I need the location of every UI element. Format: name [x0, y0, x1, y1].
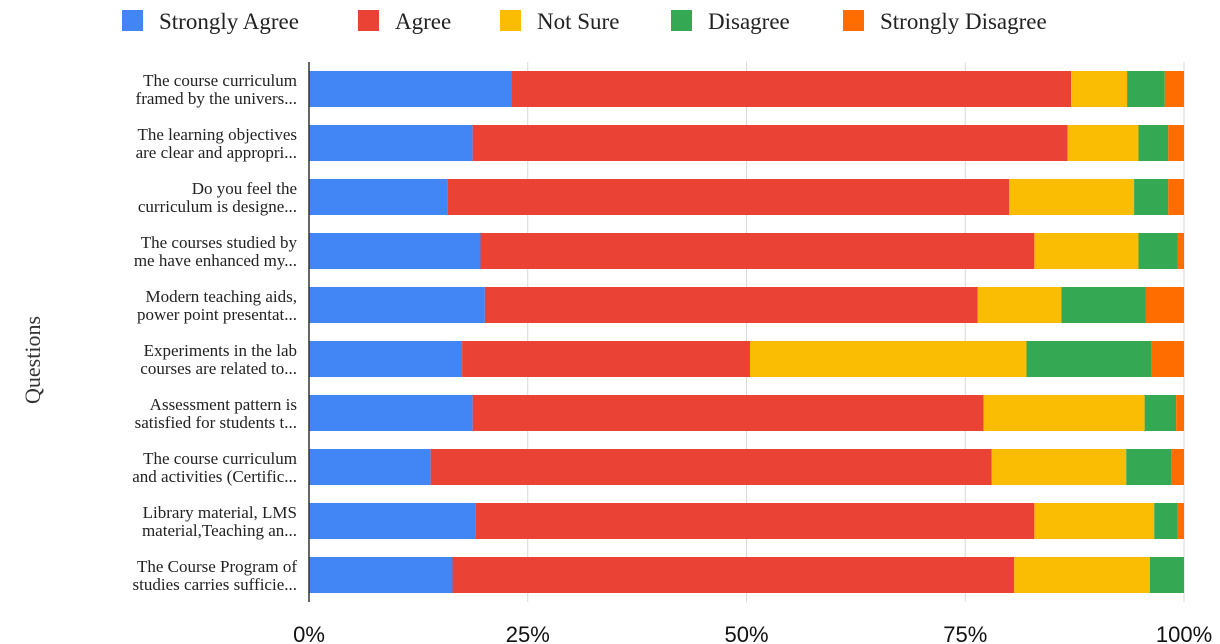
- legend-label: Agree: [395, 9, 451, 34]
- bar-segment: [1138, 125, 1169, 161]
- bar-segment: [1126, 449, 1172, 485]
- legend-swatch: [843, 10, 864, 31]
- bar-segment: [1145, 287, 1184, 323]
- bar-segment: [309, 125, 473, 161]
- x-tick-label: 25%: [506, 622, 550, 644]
- legend-label: Not Sure: [537, 9, 619, 34]
- bar-segment: [512, 71, 1072, 107]
- bar-segment: [1034, 503, 1155, 539]
- bar-segment: [1144, 395, 1177, 431]
- category-label: Do you feel the curriculum is designe...: [138, 179, 297, 216]
- bar-segment: [1127, 71, 1165, 107]
- x-tick-label: 0%: [293, 622, 325, 644]
- bars: [309, 71, 1184, 593]
- bar-segment: [1176, 395, 1184, 431]
- bar-segment: [1009, 179, 1135, 215]
- bar-segment: [309, 179, 448, 215]
- bar-segment: [1177, 233, 1184, 269]
- category-label: Experiments in the lab courses are relate…: [140, 341, 297, 378]
- bar-segment: [1014, 557, 1150, 593]
- category-label: The learning objectives are clear and app…: [136, 125, 297, 162]
- bar-segment: [1171, 449, 1184, 485]
- bar-segment: [462, 341, 750, 377]
- bar-segment: [309, 395, 473, 431]
- x-tick-label: 100%: [1156, 622, 1212, 644]
- category-labels: The course curriculum framed by the unive…: [132, 71, 297, 594]
- legend-swatch: [671, 10, 692, 31]
- x-tick-labels: 0% 25% 50% 75% 100%: [293, 622, 1212, 644]
- bar-segment: [447, 179, 1009, 215]
- legend: Strongly Agree Agree Not Sure Disagree Stron…: [122, 9, 1047, 34]
- category-label: The courses studied by me have enhanced m…: [134, 233, 298, 270]
- bar-segment: [1164, 71, 1184, 107]
- bar-segment: [309, 557, 453, 593]
- bar-segment: [309, 233, 481, 269]
- bar-segment: [430, 449, 992, 485]
- bar-segment: [1168, 125, 1184, 161]
- legend-label: Strongly Disagree: [880, 9, 1047, 34]
- bar-segment: [309, 503, 476, 539]
- bar-segment: [1034, 233, 1139, 269]
- legend-label: Disagree: [708, 9, 790, 34]
- x-tick-label: 75%: [943, 622, 987, 644]
- legend-swatch: [500, 10, 521, 31]
- bar-segment: [1154, 503, 1177, 539]
- bar-segment: [1149, 557, 1184, 593]
- x-tick-label: 50%: [724, 622, 768, 644]
- category-label: Assessment pattern is satisfied for stude…: [135, 395, 297, 432]
- bar-segment: [1151, 341, 1184, 377]
- bar-segment: [472, 125, 1068, 161]
- category-label: Modern teaching aids, power point present…: [137, 287, 297, 324]
- category-label: The course curriculum and activities (Cer…: [132, 449, 297, 486]
- bar-segment: [309, 449, 431, 485]
- bar-segment: [1061, 287, 1146, 323]
- bar-segment: [750, 341, 1027, 377]
- bar-segment: [1134, 179, 1169, 215]
- bar-segment: [1168, 179, 1184, 215]
- bar-segment: [983, 395, 1145, 431]
- bar-segment: [991, 449, 1127, 485]
- bar-segment: [309, 287, 485, 323]
- category-label: The Course Program of studies carries suf…: [133, 557, 298, 594]
- bar-segment: [1177, 503, 1184, 539]
- legend-label: Strongly Agree: [159, 9, 299, 34]
- bar-segment: [309, 71, 512, 107]
- bar-segment: [1026, 341, 1152, 377]
- category-label: The course curriculum framed by the unive…: [136, 71, 297, 108]
- bar-segment: [480, 233, 1035, 269]
- bar-segment: [1138, 233, 1178, 269]
- bar-segment: [475, 503, 1035, 539]
- bar-segment: [1067, 125, 1139, 161]
- legend-swatch: [122, 10, 143, 31]
- y-axis-title: Questions: [20, 316, 45, 404]
- bar-segment: [309, 341, 463, 377]
- legend-swatch: [358, 10, 379, 31]
- bar-segment: [484, 287, 978, 323]
- bar-segment: [1071, 71, 1128, 107]
- bar-segment: [977, 287, 1062, 323]
- bar-segment: [472, 395, 984, 431]
- bar-segment: [452, 557, 1015, 593]
- category-label: Library material, LMS material,Teaching a…: [142, 503, 297, 540]
